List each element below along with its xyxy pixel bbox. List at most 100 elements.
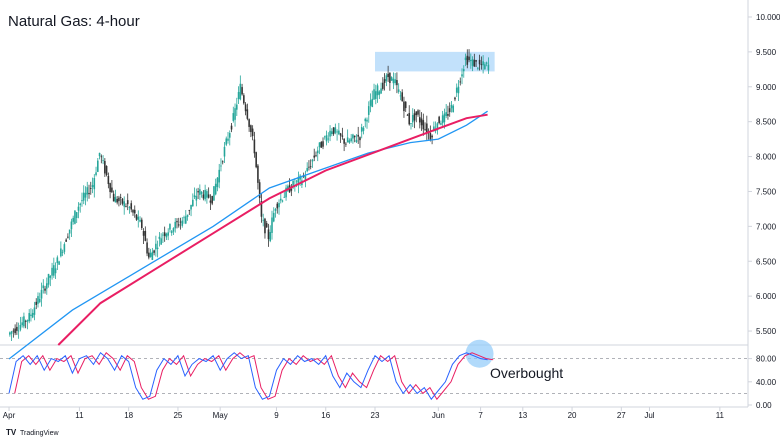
candle[interactable] [357, 126, 360, 144]
candle[interactable] [148, 247, 150, 260]
candle[interactable] [119, 193, 122, 206]
candle[interactable] [160, 233, 162, 246]
candle[interactable] [338, 122, 340, 136]
candle[interactable] [162, 232, 164, 243]
candle[interactable] [406, 113, 409, 116]
candle[interactable] [204, 184, 206, 202]
candle[interactable] [264, 217, 266, 239]
candle[interactable] [47, 273, 50, 288]
candle[interactable] [408, 105, 411, 126]
candle[interactable] [262, 213, 264, 227]
candle[interactable] [31, 309, 34, 319]
candle[interactable] [155, 235, 157, 257]
candle[interactable] [79, 202, 82, 213]
candle[interactable] [477, 66, 479, 71]
candle[interactable] [336, 129, 338, 141]
candle[interactable] [37, 292, 39, 308]
candle[interactable] [132, 209, 134, 216]
candle[interactable] [385, 73, 388, 87]
candle[interactable] [452, 104, 455, 113]
candle[interactable] [418, 109, 421, 129]
price-pane[interactable] [0, 49, 748, 360]
time-axis[interactable]: Apr 11 18 25 May 9 16 23 Jun 7 13 20 27 Jul 11 [3, 407, 725, 420]
candle[interactable] [482, 55, 484, 74]
candle[interactable] [107, 172, 110, 189]
candle[interactable] [128, 206, 131, 214]
candle[interactable] [23, 312, 25, 329]
candle[interactable] [86, 181, 89, 202]
candle[interactable] [186, 214, 189, 221]
candle[interactable] [228, 130, 231, 146]
candle[interactable] [484, 62, 486, 71]
candle[interactable] [440, 120, 442, 126]
candle[interactable] [445, 104, 447, 119]
candle[interactable] [443, 108, 446, 129]
candle[interactable] [457, 80, 460, 102]
candle[interactable] [316, 146, 319, 162]
candle[interactable] [163, 226, 166, 242]
candle[interactable] [265, 220, 268, 228]
candle[interactable] [411, 108, 414, 127]
candle[interactable] [375, 84, 377, 105]
candle[interactable] [40, 282, 43, 307]
candle[interactable] [306, 162, 308, 173]
candle[interactable] [56, 255, 59, 271]
candle[interactable] [67, 233, 69, 239]
candle[interactable] [81, 192, 83, 207]
candle[interactable] [390, 76, 393, 81]
candle[interactable] [65, 238, 67, 242]
candle[interactable] [309, 159, 312, 170]
candle[interactable] [359, 136, 361, 148]
candle[interactable] [426, 115, 428, 140]
candle[interactable] [121, 198, 124, 206]
candle[interactable] [89, 181, 92, 195]
candle[interactable] [450, 100, 453, 113]
candle[interactable] [380, 82, 382, 94]
candle[interactable] [137, 210, 140, 228]
candle[interactable] [447, 105, 449, 120]
candle[interactable] [156, 240, 159, 258]
candle[interactable] [104, 158, 106, 177]
candle[interactable] [480, 56, 483, 70]
candle[interactable] [283, 191, 286, 198]
candle[interactable] [135, 214, 138, 221]
candle[interactable] [485, 61, 488, 67]
candle[interactable] [462, 65, 465, 78]
candle[interactable] [146, 238, 148, 257]
candle[interactable] [188, 209, 191, 215]
candle[interactable] [176, 218, 178, 229]
candle[interactable] [17, 322, 20, 339]
candle[interactable] [236, 97, 238, 116]
candle[interactable] [193, 187, 196, 199]
candle[interactable] [98, 152, 101, 160]
candle[interactable] [459, 77, 462, 86]
candle[interactable] [455, 83, 458, 98]
candle[interactable] [183, 215, 185, 224]
candle[interactable] [318, 142, 321, 155]
candle[interactable] [54, 262, 57, 280]
candle[interactable] [53, 257, 55, 278]
candle[interactable] [51, 262, 53, 280]
candle[interactable] [334, 123, 337, 135]
candle[interactable] [389, 72, 391, 91]
candle[interactable] [172, 227, 175, 236]
candle[interactable] [367, 101, 370, 123]
candle[interactable] [77, 202, 80, 219]
candle[interactable] [454, 96, 456, 102]
moving-average-fast-line[interactable] [8, 110, 488, 360]
candle[interactable] [387, 65, 389, 82]
candle[interactable] [45, 277, 48, 295]
candle[interactable] [360, 123, 363, 139]
candle[interactable] [95, 166, 97, 177]
candle[interactable] [290, 183, 293, 197]
candle[interactable] [383, 73, 386, 91]
candle[interactable] [174, 218, 177, 233]
candle[interactable] [441, 110, 444, 128]
candle[interactable] [448, 102, 451, 117]
candle[interactable] [471, 56, 474, 72]
candle[interactable] [123, 196, 126, 215]
candle[interactable] [12, 328, 15, 338]
candle[interactable] [339, 132, 342, 143]
candle[interactable] [246, 103, 249, 121]
